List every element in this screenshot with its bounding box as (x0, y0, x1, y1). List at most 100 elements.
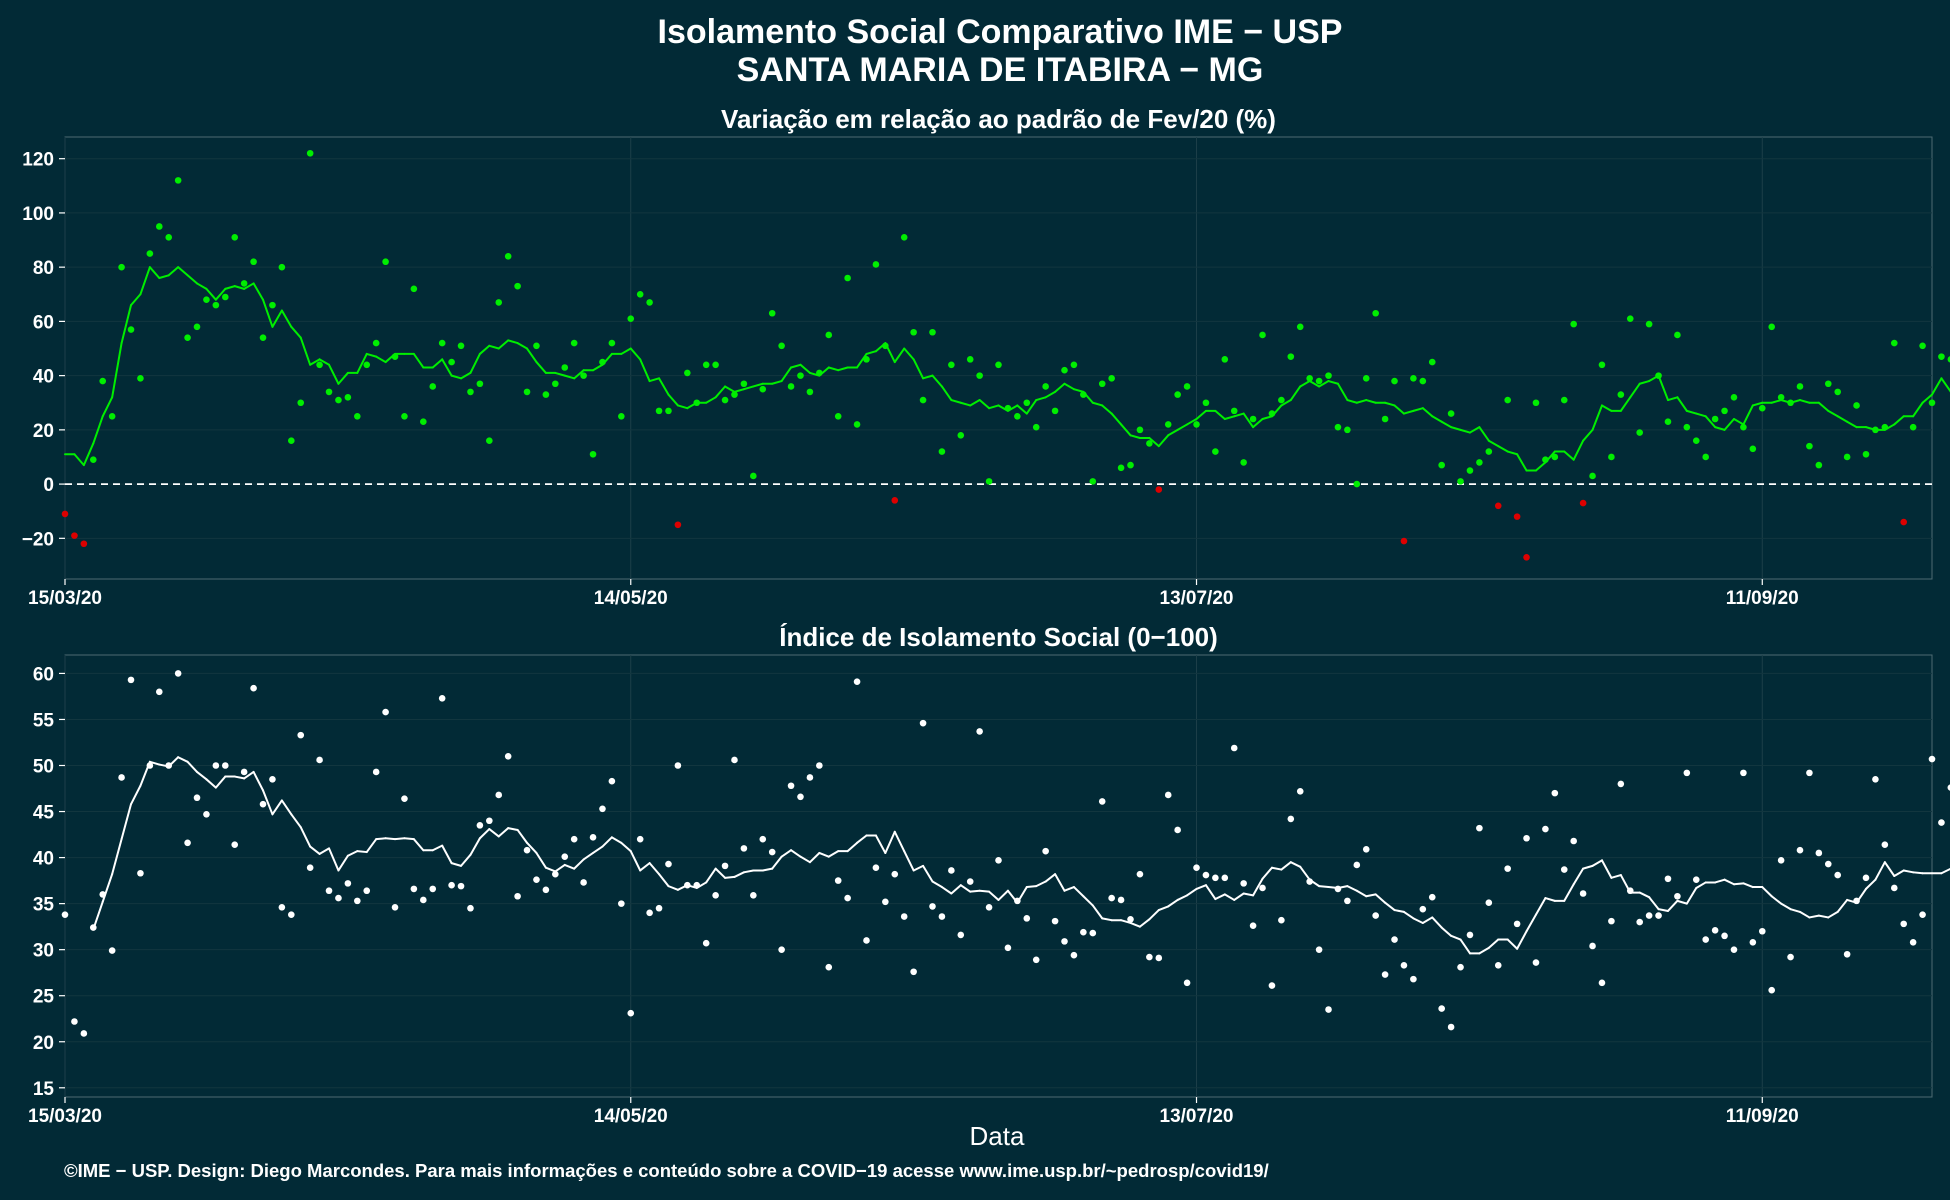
data-point (1202, 871, 1210, 879)
moving-average-segment (1732, 882, 1745, 886)
data-point (1617, 391, 1625, 398)
moving-average-segment (1657, 374, 1669, 402)
data-point (1240, 459, 1247, 466)
data-point (1824, 860, 1832, 868)
data-point (1136, 426, 1144, 434)
data-point (278, 263, 286, 271)
data-point (1721, 407, 1728, 415)
moving-average-segment (478, 828, 491, 840)
moving-average-segment (375, 355, 387, 364)
data-point (118, 263, 125, 271)
moving-average-segment (563, 863, 576, 870)
moving-average-segment (252, 770, 265, 792)
data-point (1928, 399, 1936, 407)
data-point (325, 388, 333, 396)
moving-average-segment (799, 855, 811, 864)
moving-average-segment (1714, 426, 1726, 431)
moving-average-segment (903, 850, 915, 872)
moving-average-segment (724, 385, 736, 393)
data-point (1410, 975, 1417, 983)
data-point (533, 876, 540, 883)
moving-average-segment (1308, 878, 1321, 888)
data-point (929, 903, 936, 910)
x-tick-label: 13/07/20 (1160, 1106, 1234, 1127)
data-point (806, 388, 814, 396)
data-point (891, 497, 899, 504)
moving-average-segment (1695, 412, 1707, 418)
moving-average-segment (978, 889, 991, 893)
moving-average-segment (1355, 889, 1368, 898)
moving-average-segment (780, 849, 793, 858)
moving-average-segment (620, 841, 632, 853)
data-point (1306, 375, 1313, 382)
data-point (1466, 467, 1474, 474)
moving-average-segment (101, 873, 114, 903)
moving-average-segment (1931, 377, 1943, 396)
moving-average-segment (1591, 404, 1603, 431)
data-point (1183, 979, 1191, 987)
y-tick-label: 55 (33, 710, 55, 731)
data-point (1570, 320, 1577, 328)
data-point (259, 800, 267, 808)
moving-average-segment (516, 828, 529, 844)
moving-average-segment (610, 836, 623, 844)
data-point (985, 478, 993, 485)
moving-average-segment (1016, 404, 1028, 415)
moving-average-segment (893, 347, 906, 364)
moving-average-segment (1780, 399, 1792, 404)
moving-average-segment (1638, 891, 1651, 899)
data-point (768, 848, 776, 856)
moving-average-segment (1789, 908, 1801, 913)
moving-average-segment (771, 855, 783, 870)
data-point (1155, 954, 1163, 962)
data-point (1589, 942, 1596, 950)
moving-average-segment (328, 847, 340, 872)
data-point (580, 372, 587, 379)
data-point (523, 388, 531, 396)
data-point (1466, 931, 1474, 939)
data-point (1494, 962, 1502, 969)
moving-average-segment (1270, 866, 1283, 871)
data-point (957, 431, 965, 439)
data-point (787, 782, 795, 790)
moving-average-segment (1648, 374, 1660, 383)
moving-average-segment (950, 399, 962, 404)
data-point (834, 413, 842, 420)
moving-average-segment (799, 363, 811, 374)
data-point (1702, 453, 1709, 461)
data-point (1344, 426, 1351, 434)
moving-average-segment (346, 850, 359, 857)
data-point (834, 877, 842, 884)
data-point (1230, 407, 1238, 415)
data-point (1410, 375, 1417, 382)
data-point (1560, 866, 1568, 873)
moving-average-segment (837, 366, 849, 372)
moving-average-segment (1336, 382, 1349, 402)
moving-average-segment (1534, 461, 1547, 472)
moving-average-segment (394, 837, 406, 841)
data-point (674, 521, 682, 529)
data-point (1381, 415, 1389, 423)
moving-average-segment (1666, 899, 1679, 912)
data-point (1315, 946, 1323, 953)
data-point (806, 774, 814, 781)
data-point (938, 448, 946, 455)
data-point (1249, 415, 1257, 423)
data-point (1457, 478, 1464, 485)
moving-average-segment (573, 858, 585, 870)
moving-average-segment (865, 350, 877, 355)
footer-credits: ©IME − USP. Design: Diego Marcondes. Par… (64, 1160, 1269, 1181)
moving-average-segment (1827, 409, 1839, 418)
data-point (372, 339, 380, 347)
y-tick-label: 60 (33, 312, 54, 333)
data-point (363, 361, 371, 369)
moving-average-segment (469, 352, 481, 374)
data-point (165, 234, 173, 241)
moving-average-segment (1846, 898, 1858, 904)
data-point (938, 913, 946, 920)
moving-average-segment (139, 760, 151, 787)
data-point (1080, 928, 1087, 936)
moving-average-segment (262, 298, 274, 328)
moving-average-segment (507, 827, 519, 831)
data-point (872, 261, 880, 268)
